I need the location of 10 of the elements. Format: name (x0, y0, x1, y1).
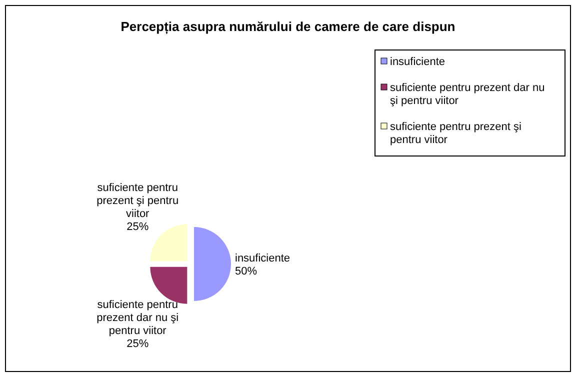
data-label: 25% (126, 221, 149, 234)
slice-label: suficiente pentru prezent dar nu şi pentru viitor (96, 298, 179, 337)
data-label: 50% (235, 266, 258, 278)
chart-title: Percepția asupra numărului de camere de care dispun (120, 19, 456, 35)
legend-label: insuficiente (390, 56, 446, 68)
legend-label: suficiente pentru prezent dar nu şi pentru viitor (390, 82, 545, 107)
data-label: 25% (126, 338, 149, 350)
slice-label: suficiente pentru prezent şi pentru viitor (96, 182, 179, 220)
slice-label: insuficiente (235, 252, 290, 264)
legend-label: suficiente pentru prezent şi pentru viitor (390, 121, 522, 146)
